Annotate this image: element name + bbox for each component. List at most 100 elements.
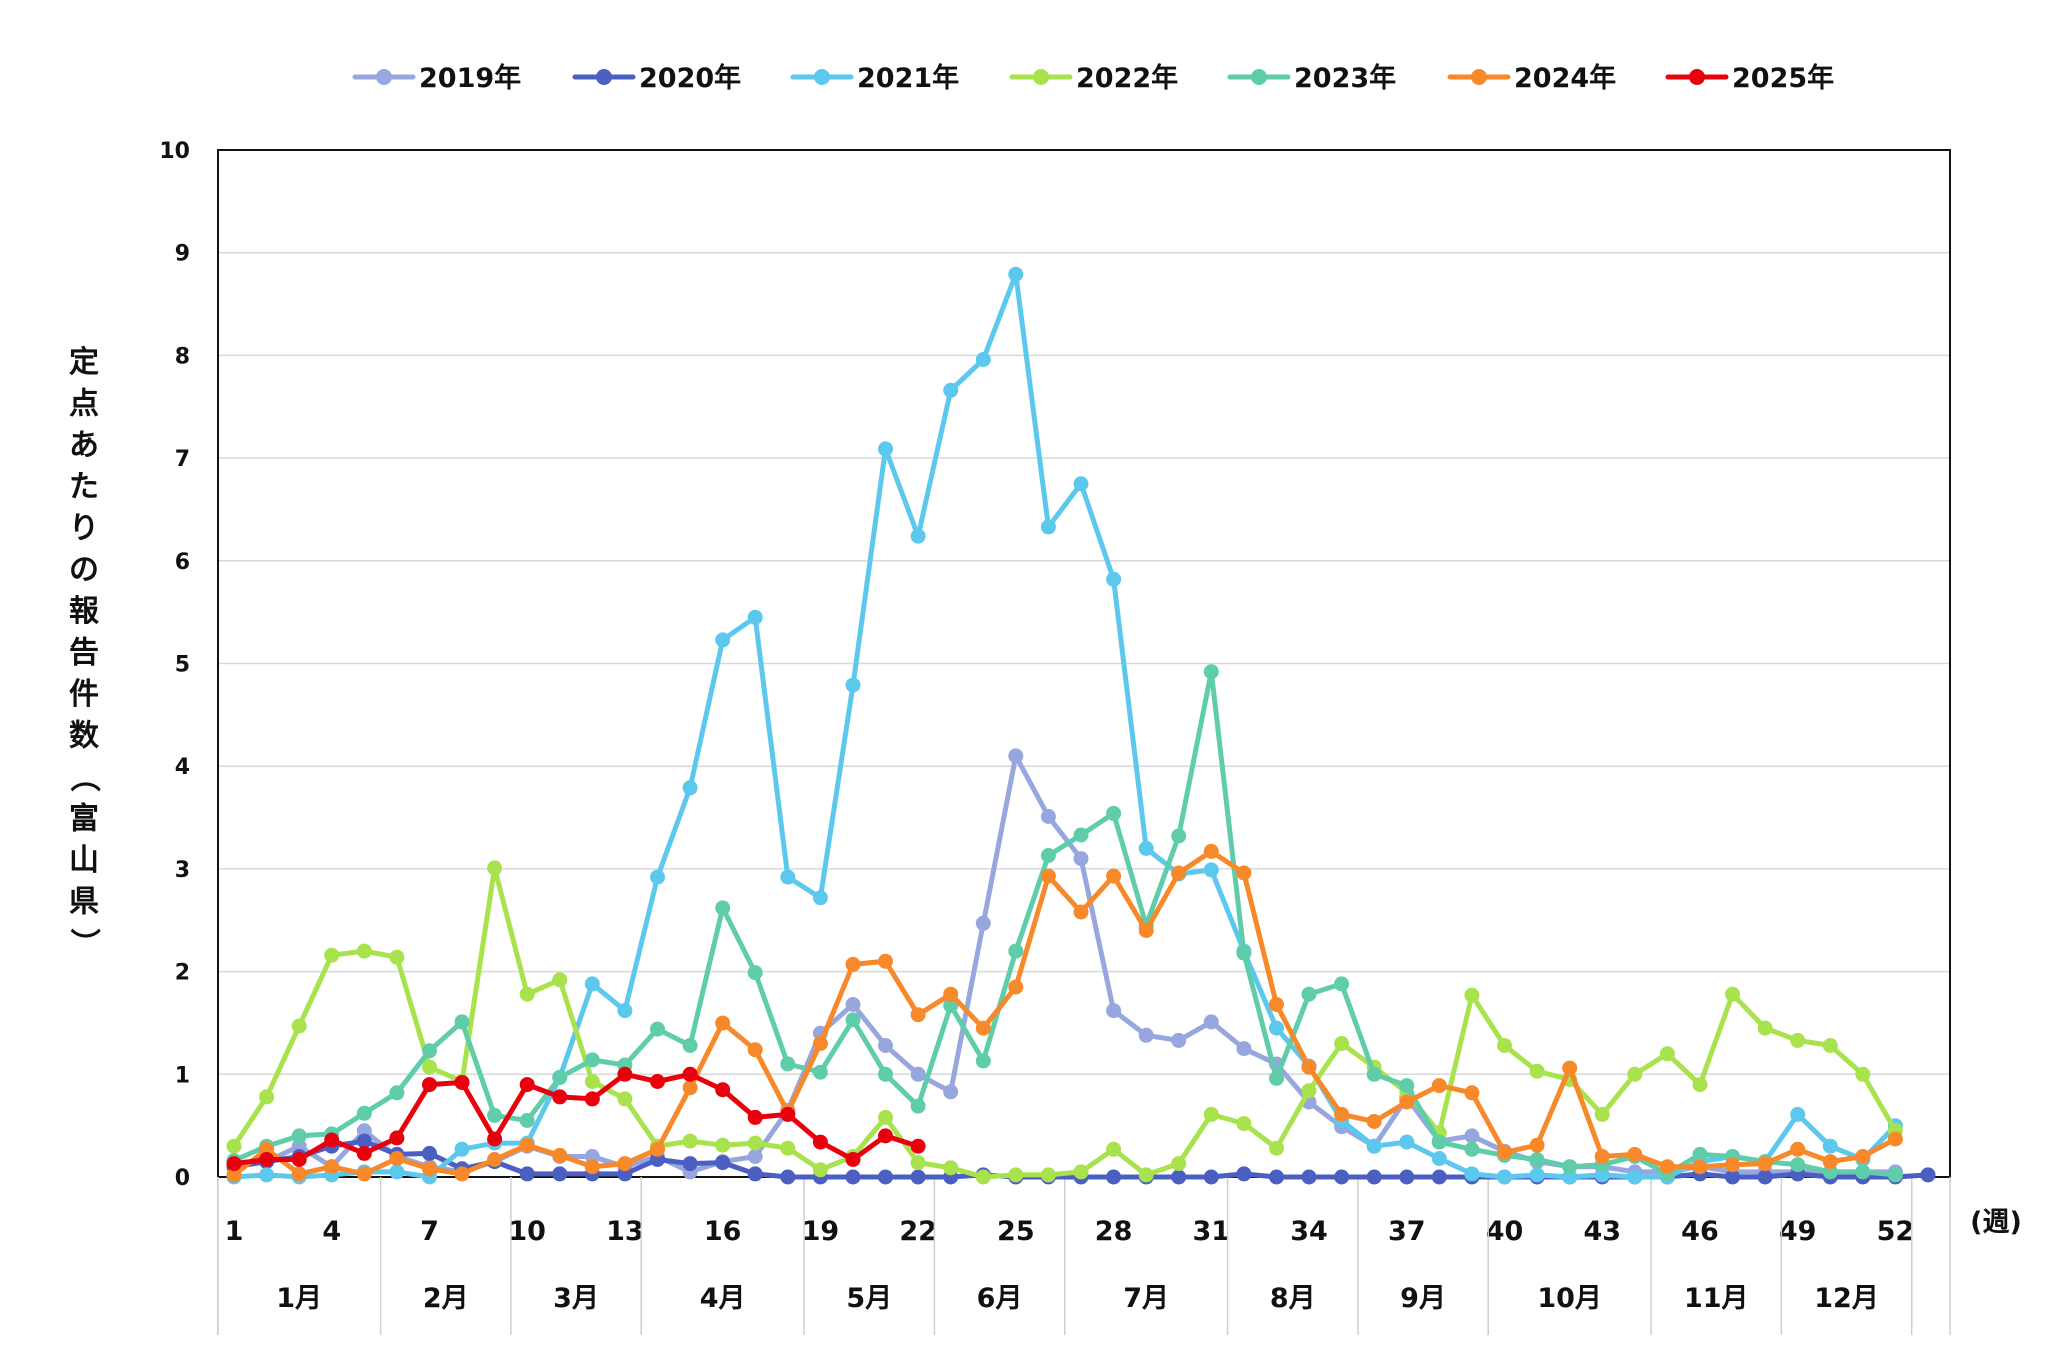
data-point-2023年-w7 — [422, 1043, 437, 1059]
y-axis-label-char-14: ） — [66, 928, 101, 958]
data-point-2022年-w16 — [715, 1137, 731, 1153]
data-point-2024年-w52 — [1887, 1131, 1903, 1147]
month-label-3: 3月 — [553, 1283, 599, 1314]
data-point-2025年-w17 — [747, 1109, 763, 1125]
x-tick-label-43: 43 — [1583, 1216, 1621, 1247]
data-point-2023年-w32 — [1236, 945, 1252, 961]
data-point-2021年-w31 — [1203, 862, 1219, 878]
data-point-2023年-w28 — [1106, 805, 1122, 821]
data-point-2024年-w3 — [291, 1166, 307, 1182]
data-point-2024年-w46 — [1692, 1159, 1708, 1175]
data-point-2024年-w47 — [1725, 1157, 1740, 1173]
data-point-2023年-w50 — [1822, 1164, 1838, 1180]
y-axis-label-char-4: り — [69, 511, 99, 546]
series-line-2019年 — [231, 753, 1898, 1175]
data-point-2022年-w25 — [1008, 1167, 1024, 1183]
data-point-2020年-w16 — [715, 1155, 731, 1171]
data-point-2025年-w14 — [650, 1074, 665, 1089]
month-label-12: 12月 — [1814, 1283, 1879, 1314]
data-point-2023年-w22 — [910, 1098, 926, 1114]
data-point-2022年-w11 — [552, 972, 568, 988]
data-point-2022年-w43 — [1594, 1106, 1610, 1122]
data-point-2024年-w6 — [389, 1151, 405, 1166]
legend-label-2022年: 2022年 — [1076, 62, 1178, 94]
data-point-2021年-w41 — [1529, 1167, 1545, 1183]
data-point-2022年-w40 — [1497, 1038, 1512, 1053]
data-point-2023年-w14 — [650, 1021, 665, 1037]
series-line-2022年 — [231, 865, 1898, 1180]
legend-swatch-marker-2019年 — [376, 69, 392, 85]
data-point-2023年-w18 — [780, 1056, 796, 1072]
data-point-2023年-w35 — [1334, 976, 1350, 992]
data-point-2020年-w15 — [682, 1156, 698, 1172]
data-point-2019年-w31 — [1203, 1014, 1219, 1030]
data-point-2024年-w15 — [682, 1080, 698, 1096]
data-point-2022年-w5 — [356, 943, 372, 959]
legend-item-2021年: 2021年 — [790, 62, 959, 94]
legend-swatch-marker-2021年 — [814, 69, 830, 85]
data-point-2025年-w3 — [291, 1152, 307, 1167]
legend: 2019年 2020年 2021年 2022年 2023年 2024年 2025年 — [352, 62, 1834, 94]
data-point-2021年-w29 — [1138, 840, 1154, 856]
data-point-2024年-w16 — [715, 1015, 731, 1031]
y-axis-label-char-6: 報 — [69, 594, 100, 629]
data-point-2022年-w33 — [1269, 1140, 1284, 1156]
data-point-2022年-w3 — [291, 1018, 307, 1034]
y-tick-label-5: 5 — [175, 653, 190, 678]
legend-label-2019年: 2019年 — [419, 62, 521, 94]
data-point-2025年-w16 — [715, 1082, 731, 1098]
data-point-2024年-w17 — [747, 1042, 763, 1058]
data-point-2025年-w8 — [454, 1075, 470, 1090]
data-series — [226, 266, 1936, 1185]
data-point-2024年-w44 — [1627, 1146, 1643, 1162]
data-point-2020年-w35 — [1334, 1169, 1350, 1185]
data-point-2019年-w30 — [1171, 1032, 1187, 1048]
y-axis-label-char-12: 山 — [69, 843, 99, 878]
data-point-2024年-w9 — [487, 1152, 503, 1167]
x-tick-label-16: 16 — [704, 1216, 742, 1247]
y-axis-label-char-13: 県 — [69, 885, 99, 920]
y-axis-label-char-5: の — [69, 553, 99, 588]
x-tick-label-25: 25 — [997, 1216, 1035, 1247]
data-point-2023年-w38 — [1431, 1134, 1447, 1150]
x-tick-label-1: 1 — [225, 1216, 244, 1247]
data-point-2021年-w40 — [1497, 1169, 1512, 1185]
data-point-2021年-w13 — [617, 1003, 633, 1019]
data-point-2021年-w33 — [1269, 1020, 1284, 1036]
data-point-2024年-w49 — [1790, 1141, 1806, 1157]
data-point-2019年-w27 — [1073, 851, 1089, 867]
y-tick-label-4: 4 — [175, 755, 190, 780]
data-point-2025年-w6 — [389, 1130, 405, 1146]
data-point-2022年-w4 — [324, 947, 340, 963]
data-point-2022年-w29 — [1138, 1167, 1154, 1183]
data-point-2020年-w53 — [1920, 1167, 1936, 1183]
data-point-2021年-w18 — [780, 869, 796, 885]
x-tick-label-4: 4 — [322, 1216, 341, 1247]
data-point-2024年-w20 — [845, 956, 861, 972]
data-point-2024年-w10 — [519, 1137, 535, 1153]
data-point-2022年-w48 — [1757, 1020, 1773, 1036]
legend-item-2025年: 2025年 — [1665, 62, 1834, 94]
data-point-2024年-w19 — [812, 1036, 828, 1051]
data-point-2024年-w1 — [226, 1167, 242, 1183]
legend-label-2024年: 2024年 — [1514, 62, 1616, 94]
month-label-10: 10月 — [1537, 1283, 1602, 1314]
data-point-2024年-w34 — [1301, 1059, 1317, 1075]
data-point-2023年-w25 — [1008, 943, 1024, 959]
data-point-2024年-w40 — [1497, 1144, 1512, 1160]
data-point-2023年-w6 — [389, 1085, 405, 1101]
data-point-2023年-w46 — [1692, 1146, 1708, 1162]
data-point-2021年-w20 — [845, 677, 861, 693]
y-tick-label-1: 1 — [175, 1063, 190, 1088]
data-point-2023年-w37 — [1399, 1078, 1415, 1094]
y-axis-label-char-7: 告 — [69, 636, 99, 671]
data-point-2024年-w45 — [1659, 1159, 1675, 1175]
y-tick-label-0: 0 — [175, 1166, 190, 1191]
data-point-2024年-w24 — [975, 1020, 991, 1036]
data-point-2025年-w12 — [584, 1091, 600, 1107]
data-point-2021年-w26 — [1040, 519, 1056, 535]
data-point-2022年-w1 — [226, 1138, 242, 1154]
data-point-2021年-w14 — [650, 869, 665, 885]
